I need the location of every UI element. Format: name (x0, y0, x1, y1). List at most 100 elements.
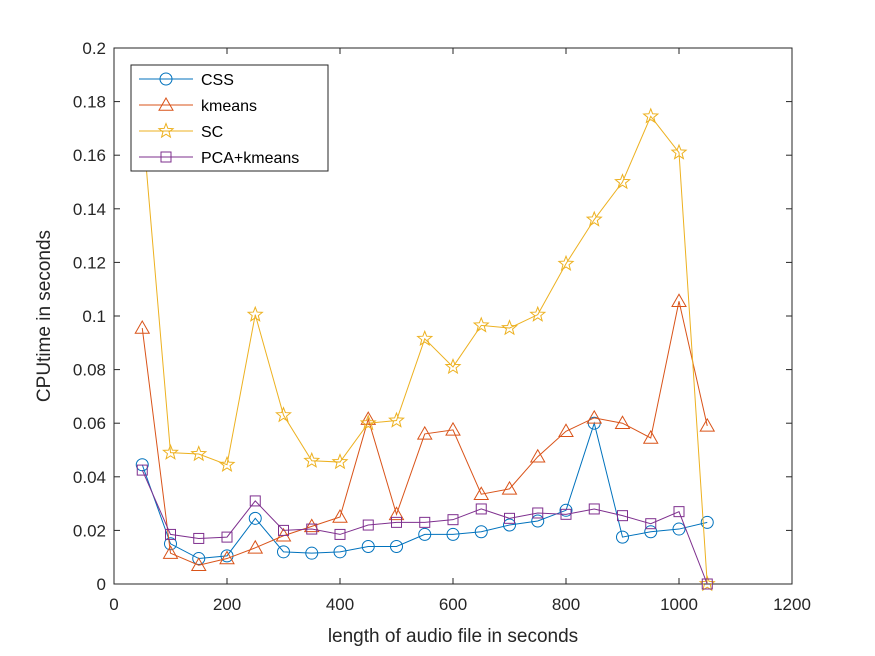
data-point-circle (361, 539, 375, 553)
data-point-star (162, 443, 179, 460)
data-point-square (334, 528, 346, 540)
data-point-triangle (360, 411, 377, 425)
legend-item: SC (139, 122, 223, 141)
data-point-square (391, 516, 402, 528)
data-point-square (588, 503, 600, 515)
y-tick-label: 0.1 (82, 307, 106, 326)
data-point-circle (192, 552, 206, 566)
data-point-square (193, 532, 205, 544)
data-point-triangle (614, 415, 631, 429)
data-point-circle (248, 511, 262, 525)
data-point-square (701, 578, 713, 590)
data-point-circle (644, 525, 658, 539)
x-tick-label: 600 (439, 595, 467, 614)
legend-item: PCA+kmeans (139, 150, 299, 167)
legend-label: SC (201, 124, 223, 141)
y-tick-label: 0.06 (73, 414, 106, 433)
data-point-triangle (275, 527, 292, 542)
y-tick-label: 0.14 (73, 200, 106, 219)
x-tick-label: 0 (109, 595, 118, 614)
data-point-square (532, 507, 544, 519)
series-line (141, 301, 708, 566)
series-line (141, 115, 708, 584)
data-point-square (249, 495, 261, 507)
data-point-star (416, 329, 434, 346)
data-point-triangle (134, 320, 151, 334)
y-tick-label: 0.04 (73, 468, 106, 487)
x-tick-label: 400 (326, 595, 354, 614)
data-point-circle (305, 546, 319, 560)
data-point-square (160, 151, 172, 163)
y-tick-label: 0.16 (73, 146, 106, 165)
data-point-square (447, 514, 459, 526)
y-tick-label: 0.08 (73, 361, 106, 380)
data-point-star (529, 305, 547, 322)
data-point-triangle (158, 96, 174, 111)
x-axis-label: length of audio file in seconds (328, 626, 578, 647)
series-kmeans (134, 293, 716, 571)
data-point-star (157, 122, 175, 139)
data-point-star (218, 455, 236, 472)
legend-label: PCA+kmeans (201, 150, 299, 167)
data-point-circle (159, 72, 173, 86)
data-point-star (303, 451, 321, 468)
data-point-star (331, 453, 349, 470)
data-point-triangle (190, 557, 207, 571)
series-layer (133, 107, 716, 592)
data-point-star (246, 305, 264, 322)
x-tick-label: 1000 (660, 595, 698, 614)
series-css (135, 416, 714, 566)
data-point-circle (672, 522, 686, 536)
data-point-circle (277, 545, 290, 559)
data-point-star (190, 445, 208, 462)
data-point-circle (474, 525, 488, 539)
y-tick-label: 0 (97, 575, 106, 594)
data-point-circle (390, 539, 403, 553)
data-point-square (673, 506, 685, 518)
data-point-triangle (586, 409, 603, 424)
data-point-square (475, 503, 487, 515)
data-point-circle (616, 530, 629, 544)
y-tick-label: 0.02 (73, 521, 106, 540)
legend-box (130, 64, 329, 172)
data-point-triangle (699, 417, 716, 432)
legend-label: kmeans (201, 98, 257, 115)
data-point-square (362, 519, 374, 531)
data-point-square (278, 524, 289, 536)
data-point-circle (531, 514, 545, 528)
data-point-square (419, 516, 431, 528)
data-point-square (645, 518, 657, 530)
data-point-triangle (247, 539, 264, 554)
series-line (141, 469, 708, 584)
data-point-star (585, 210, 603, 227)
data-point-triangle (529, 448, 546, 463)
data-point-triangle (303, 518, 320, 533)
series-pca-kmeans (136, 464, 713, 590)
legend-item: kmeans (139, 96, 257, 115)
data-point-star (444, 358, 462, 375)
data-point-circle (333, 545, 347, 559)
x-tick-label: 1200 (773, 595, 811, 614)
data-point-star (557, 254, 575, 271)
data-point-star (614, 173, 631, 190)
data-point-triangle (162, 545, 179, 559)
data-point-circle (418, 527, 432, 541)
data-point-star (275, 406, 292, 423)
data-point-triangle (332, 508, 348, 523)
data-point-star (359, 414, 377, 431)
y-tick-label: 0.18 (73, 93, 106, 112)
data-point-triangle (445, 421, 461, 436)
data-point-square (221, 531, 233, 543)
data-point-star (642, 107, 660, 124)
data-point-triangle (671, 293, 687, 308)
y-tick-label: 0.12 (73, 253, 106, 272)
data-point-triangle (501, 480, 518, 495)
data-point-star (388, 411, 405, 428)
series-sc (133, 107, 716, 592)
data-point-triangle (416, 425, 433, 440)
data-point-circle (559, 503, 573, 517)
data-point-circle (446, 527, 460, 541)
data-point-triangle (642, 429, 659, 444)
data-point-star (501, 319, 518, 336)
